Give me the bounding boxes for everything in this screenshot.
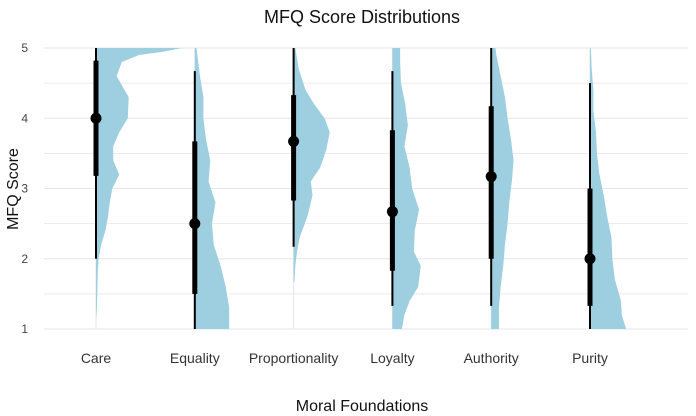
y-tick-label: 3 xyxy=(21,182,28,196)
x-tick-label: Purity xyxy=(572,350,608,366)
y-tick-label: 5 xyxy=(21,41,28,55)
violins xyxy=(96,48,627,329)
x-tick-label: Loyalty xyxy=(370,350,414,366)
violin-proportionality xyxy=(293,48,330,282)
median-point-loyalty xyxy=(386,206,398,218)
x-tick-label: Equality xyxy=(170,350,220,366)
intervals xyxy=(90,48,596,329)
median-point-equality xyxy=(189,218,201,230)
y-axis-label: MFQ Score xyxy=(5,148,22,230)
median-point-care xyxy=(90,112,102,124)
x-tick-label: Authority xyxy=(464,350,519,366)
x-axis-label: Moral Foundations xyxy=(296,398,429,415)
x-tick-label: Care xyxy=(81,350,112,366)
violin-purity xyxy=(590,48,627,329)
violin-care xyxy=(96,48,182,318)
violin-equality xyxy=(194,48,230,329)
y-tick-label: 2 xyxy=(21,252,28,266)
median-point-proportionality xyxy=(288,135,300,147)
x-tick-label: Proportionality xyxy=(249,350,339,366)
violin-authority xyxy=(491,48,514,329)
x-ticks: Care Equality Proportionality Loyalty Author… xyxy=(81,350,608,366)
y-tick-label: 4 xyxy=(21,111,28,125)
y-tick-label: 1 xyxy=(21,322,28,336)
violin-loyalty xyxy=(392,48,421,329)
median-point-purity xyxy=(584,253,596,265)
y-ticks: 1 2 3 4 5 xyxy=(21,41,28,336)
median-point-authority xyxy=(485,171,497,183)
chart-title: MFQ Score Distributions xyxy=(264,7,460,27)
